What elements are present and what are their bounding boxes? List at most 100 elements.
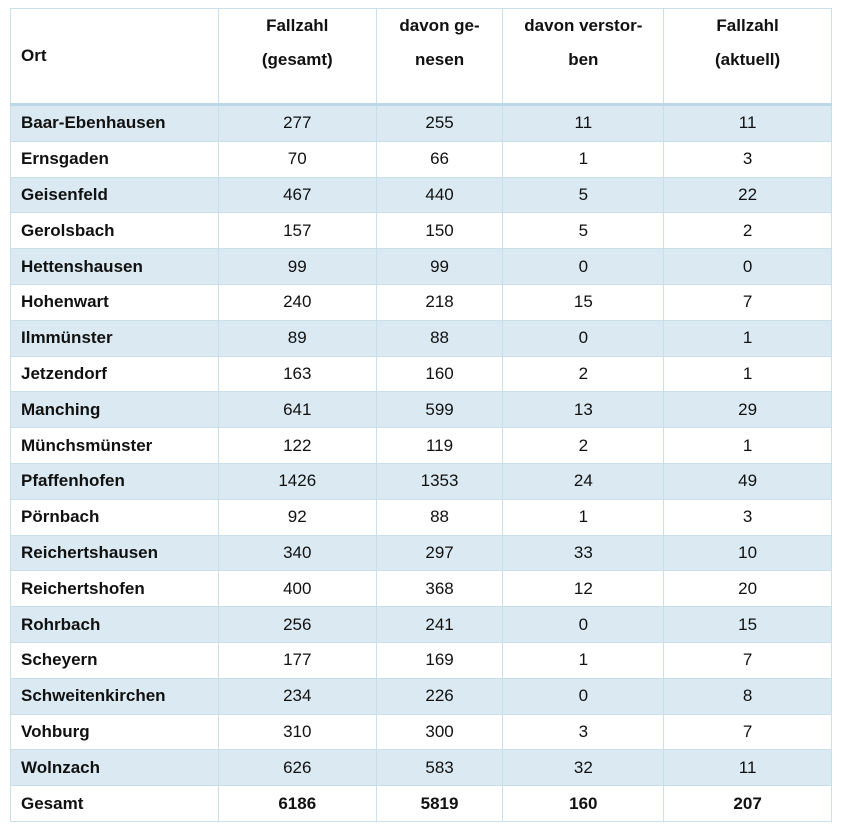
- number-cell: 13: [502, 391, 665, 429]
- number-cell: 207: [663, 785, 832, 822]
- header-line: davon ge-: [399, 16, 480, 35]
- data-row: Pfaffenhofen 1426 1353 24 49: [10, 462, 832, 500]
- data-row: Manching 641 599 13 29: [10, 391, 832, 429]
- number-cell: 157: [217, 212, 377, 250]
- header-cell: davon verstor-ben: [502, 8, 665, 106]
- place-cell: Reichertshofen: [10, 570, 219, 608]
- number-cell: 88: [375, 319, 504, 357]
- number-cell: 1426: [217, 462, 377, 500]
- place-cell: Baar-Ebenhausen: [10, 104, 219, 142]
- number-cell: 20: [663, 570, 832, 608]
- total-row: Gesamt 6186 5819 160 207: [10, 785, 832, 822]
- table-header: Ort Fallzahl (gesamt) davon ge-nesen davon v…: [10, 8, 832, 106]
- number-cell: 1: [663, 319, 832, 357]
- number-cell: 6186: [217, 785, 377, 822]
- number-cell: 5: [502, 212, 665, 250]
- data-row: Pörnbach 92 88 1 3: [10, 498, 832, 536]
- number-cell: 1353: [375, 462, 504, 500]
- number-cell: 440: [375, 176, 504, 214]
- place-cell: Hohenwart: [10, 283, 219, 321]
- number-cell: 241: [375, 606, 504, 643]
- number-cell: 256: [217, 606, 377, 643]
- place-cell: Pfaffenhofen: [10, 462, 219, 500]
- place-cell: Vohburg: [10, 713, 219, 751]
- place-cell: Wolnzach: [10, 749, 219, 787]
- place-cell: Geisenfeld: [10, 176, 219, 214]
- number-cell: 122: [217, 427, 377, 464]
- number-cell: 1: [663, 427, 832, 464]
- place-cell: Manching: [10, 391, 219, 429]
- number-cell: 297: [375, 534, 504, 572]
- number-cell: 255: [375, 104, 504, 142]
- header-line: Ort: [21, 46, 47, 65]
- number-cell: 2: [663, 212, 832, 250]
- number-cell: 583: [375, 749, 504, 787]
- header-line: (aktuell): [715, 50, 781, 69]
- number-cell: 5819: [375, 785, 504, 822]
- place-cell: Scheyern: [10, 641, 219, 679]
- number-cell: 1: [663, 355, 832, 393]
- number-cell: 12: [502, 570, 665, 608]
- number-cell: 599: [375, 391, 504, 429]
- header-cell: Ort: [10, 8, 219, 106]
- number-cell: 99: [217, 248, 377, 285]
- number-cell: 226: [375, 677, 504, 715]
- number-cell: 7: [663, 713, 832, 751]
- number-cell: 70: [217, 140, 377, 178]
- header-cell: Fallzahl (aktuell): [663, 8, 832, 106]
- number-cell: 641: [217, 391, 377, 429]
- data-row: Vohburg 310 300 3 7: [10, 713, 832, 751]
- number-cell: 163: [217, 355, 377, 393]
- number-cell: 99: [375, 248, 504, 285]
- number-cell: 92: [217, 498, 377, 536]
- header-line: davon verstor-: [524, 16, 643, 35]
- number-cell: 169: [375, 641, 504, 679]
- number-cell: 7: [663, 641, 832, 679]
- number-cell: 89: [217, 319, 377, 357]
- data-row: Jetzendorf 163 160 2 1: [10, 355, 832, 393]
- number-cell: 33: [502, 534, 665, 572]
- number-cell: 2: [502, 355, 665, 393]
- place-cell: Jetzendorf: [10, 355, 219, 393]
- number-cell: 3: [502, 713, 665, 751]
- data-row: Wolnzach 626 583 32 11: [10, 749, 832, 787]
- number-cell: 310: [217, 713, 377, 751]
- data-row: Ernsgaden 70 66 1 3: [10, 140, 832, 178]
- number-cell: 240: [217, 283, 377, 321]
- data-row: Hettenshausen 99 99 0 0: [10, 248, 832, 285]
- number-cell: 10: [663, 534, 832, 572]
- number-cell: 49: [663, 462, 832, 500]
- number-cell: 626: [217, 749, 377, 787]
- data-row: Gerolsbach 157 150 5 2: [10, 212, 832, 250]
- number-cell: 277: [217, 104, 377, 142]
- data-row: Reichertshausen 340 297 33 10: [10, 534, 832, 572]
- number-cell: 218: [375, 283, 504, 321]
- number-cell: 5: [502, 176, 665, 214]
- number-cell: 340: [217, 534, 377, 572]
- place-cell: Gerolsbach: [10, 212, 219, 250]
- header-line: Fallzahl: [716, 16, 779, 35]
- number-cell: 1: [502, 498, 665, 536]
- number-cell: 2: [502, 427, 665, 464]
- number-cell: 32: [502, 749, 665, 787]
- data-row: Schweitenkirchen 234 226 0 8: [10, 677, 832, 715]
- place-cell: Schweitenkirchen: [10, 677, 219, 715]
- data-row: Reichertshofen 400 368 12 20: [10, 570, 832, 608]
- place-cell: Reichertshausen: [10, 534, 219, 572]
- number-cell: 8: [663, 677, 832, 715]
- place-cell: Rohrbach: [10, 606, 219, 643]
- header-cell: Fallzahl (gesamt): [217, 8, 377, 106]
- number-cell: 24: [502, 462, 665, 500]
- place-cell: Ernsgaden: [10, 140, 219, 178]
- case-table: Ort Fallzahl (gesamt) davon ge-nesen davon v…: [10, 8, 832, 822]
- number-cell: 11: [663, 104, 832, 142]
- number-cell: 66: [375, 140, 504, 178]
- number-cell: 11: [663, 749, 832, 787]
- number-cell: 150: [375, 212, 504, 250]
- number-cell: 88: [375, 498, 504, 536]
- place-cell: Hettenshausen: [10, 248, 219, 285]
- data-row: Ilmmünster 89 88 0 1: [10, 319, 832, 357]
- place-cell: Gesamt: [10, 785, 219, 822]
- data-row: Münchsmünster 122 119 2 1: [10, 427, 832, 464]
- place-cell: Münchsmünster: [10, 427, 219, 464]
